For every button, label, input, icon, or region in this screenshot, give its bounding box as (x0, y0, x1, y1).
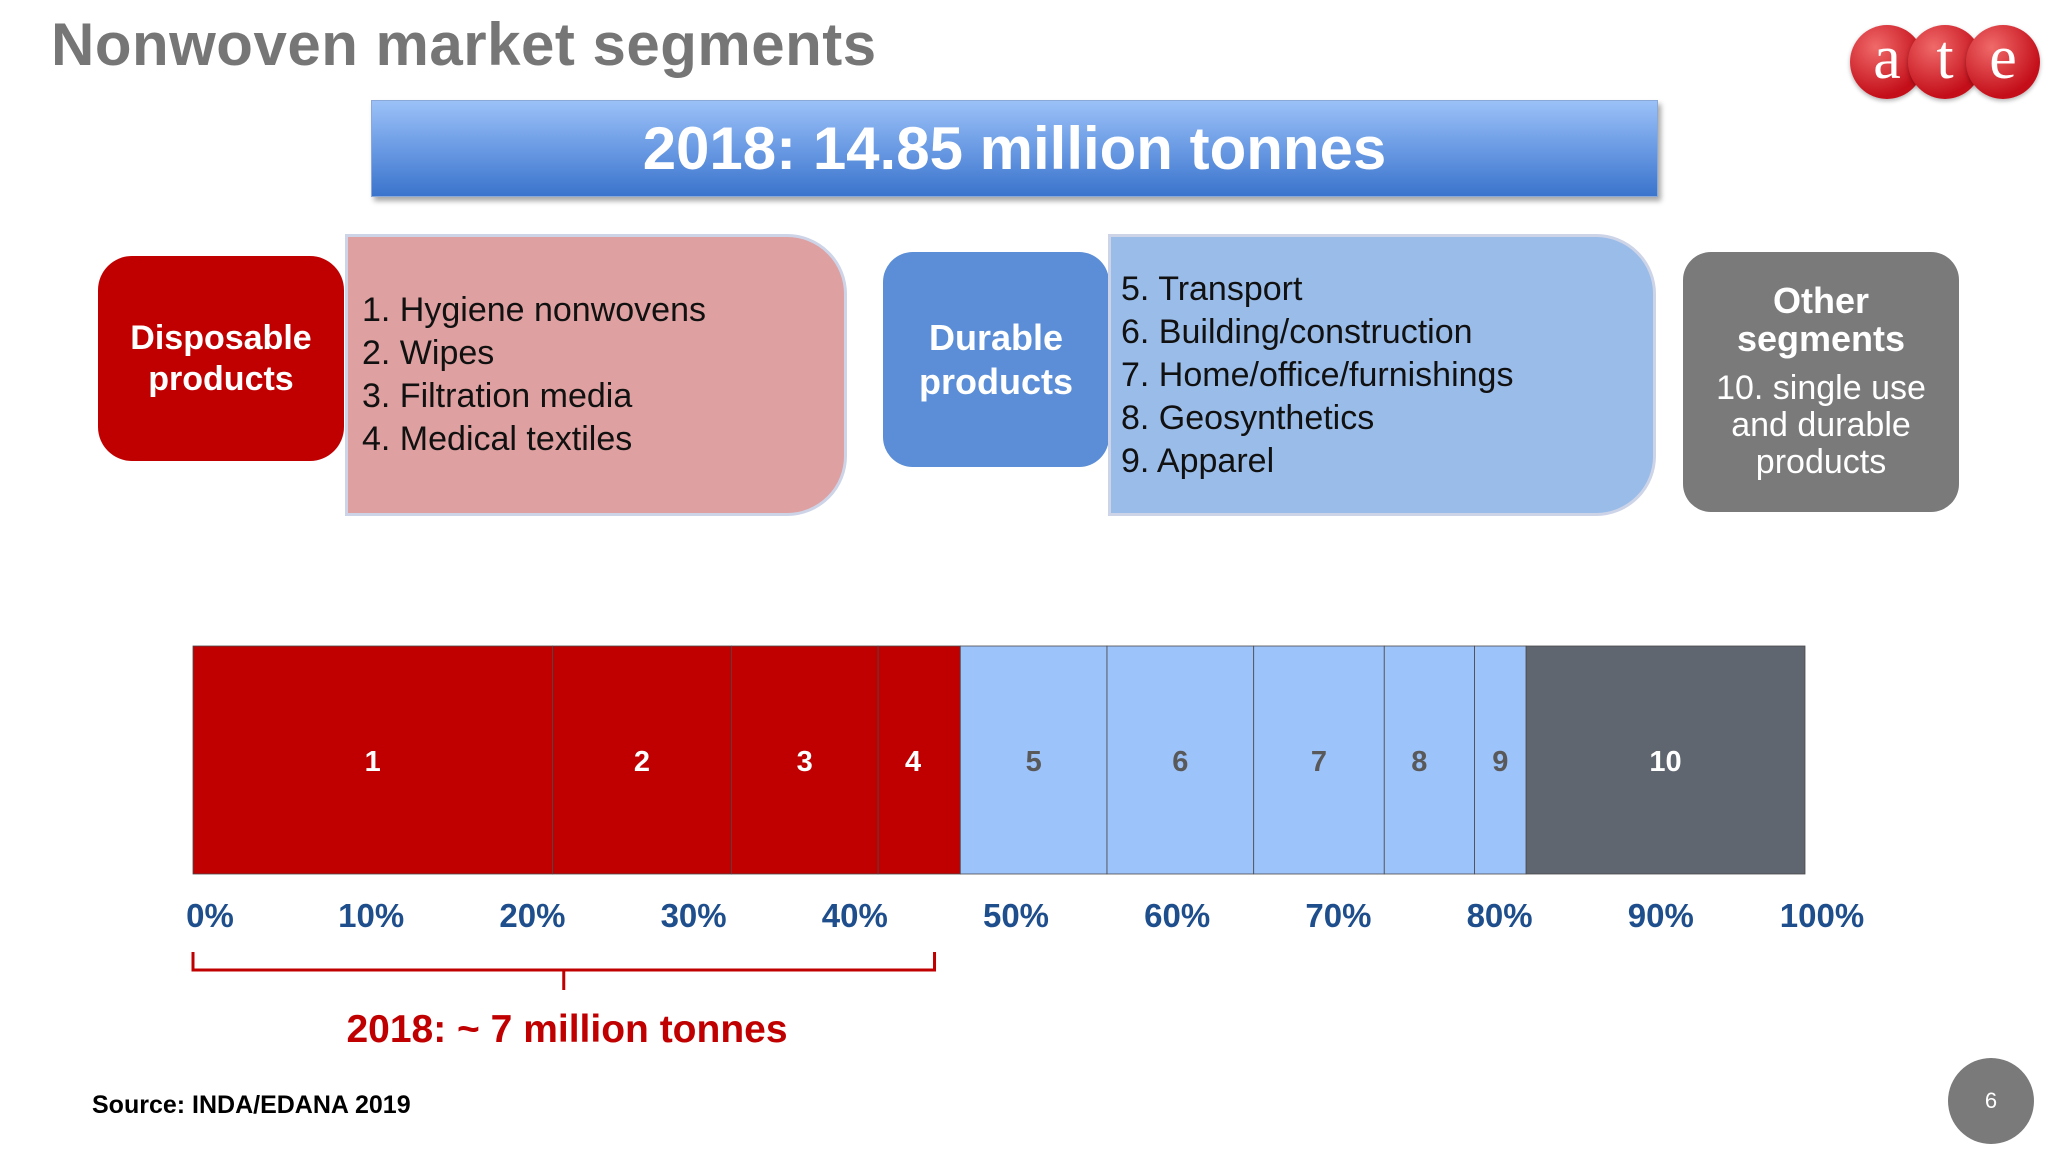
segment-label-8: 8 (1411, 746, 1427, 778)
list-item: 8. Geosynthetics (1121, 398, 1375, 437)
durable-products-label: Durable products (883, 252, 1109, 467)
x-tick-label: 10% (338, 897, 404, 934)
segment-label-1: 1 (365, 746, 381, 778)
list-item: 9. Apparel (1121, 441, 1275, 480)
segment-label-7: 7 (1311, 746, 1327, 778)
durable-segment-list: 5. Transport 6. Building/construction 7.… (1108, 234, 1656, 516)
slide-title: Nonwoven market segments (51, 11, 877, 78)
bar-segment-9 (1474, 645, 1527, 875)
x-tick-label: 40% (822, 897, 888, 934)
market-share-chart: 1 2 3 4 5 6 7 8 9 10 0% 10% 20% 30% 40% 50% 60% 70% 80% 90… (186, 645, 1864, 1051)
bar-segment-7 (1253, 645, 1385, 875)
x-tick-label: 100% (1780, 897, 1864, 934)
segment-label-4: 4 (905, 746, 921, 778)
bar-segment-8 (1383, 645, 1475, 875)
ate-logo: a t e (1850, 25, 2040, 101)
segment-label-3: 3 (797, 746, 813, 778)
bar-segment-2 (552, 645, 732, 875)
bracket-line (191, 952, 937, 990)
source-note: Source: INDA/EDANA 2019 (92, 1091, 411, 1119)
bar-segment-4 (877, 645, 961, 875)
logo-letter-e: e (1966, 25, 2040, 99)
x-axis-ticks: 0% 10% 20% 30% 40% 50% 60% 70% 80% 90% 100% (186, 897, 1864, 934)
segment-label-6: 6 (1172, 746, 1188, 778)
x-tick-label: 60% (1144, 897, 1210, 934)
segment-label-2: 2 (634, 746, 650, 778)
segment-label-5: 5 (1026, 746, 1042, 778)
x-tick-label: 20% (499, 897, 565, 934)
disposable-segment-list: 1. Hygiene nonwovens 2. Wipes 3. Filtrat… (345, 234, 847, 516)
segment-label-9: 9 (1492, 746, 1508, 778)
total-banner: 2018: 14.85 million tonnes (371, 100, 1658, 197)
list-item: 4. Medical textiles (362, 420, 633, 458)
x-tick-label: 70% (1305, 897, 1371, 934)
other-segments-title: Other segments (1736, 280, 1906, 359)
list-item: 7. Home/office/furnishings (1121, 355, 1514, 394)
list-item: 1. Hygiene nonwovens (362, 291, 707, 329)
other-segments-box: Other segments 10. single use and durabl… (1683, 252, 1959, 512)
list-item: 2. Wipes (362, 334, 495, 372)
x-tick-label: 30% (661, 897, 727, 934)
list-item: 5. Transport (1121, 269, 1303, 308)
list-item: 3. Filtration media (362, 377, 633, 415)
disposable-products-label: Disposable products (98, 256, 344, 461)
bracket-annotation: 2018: ~ 7 million tonnes (191, 952, 937, 1051)
list-item: 6. Building/construction (1121, 312, 1473, 351)
stacked-bar: 1 2 3 4 5 6 7 8 9 10 (192, 645, 1806, 875)
x-tick-label: 80% (1467, 897, 1533, 934)
bar-segment-5 (959, 645, 1108, 875)
x-tick-label: 50% (983, 897, 1049, 934)
bar-segment-10 (1525, 645, 1806, 875)
bar-segment-1 (192, 645, 553, 875)
bracket-label: 2018: ~ 7 million tonnes (346, 1008, 787, 1051)
segment-label-10: 10 (1649, 746, 1681, 778)
x-tick-label: 90% (1628, 897, 1694, 934)
other-segments-description: 10. single use and durable products (1716, 368, 1926, 482)
page-number-badge: 6 (1948, 1058, 2034, 1144)
x-tick-label: 0% (186, 897, 234, 934)
bar-segment-6 (1106, 645, 1255, 875)
